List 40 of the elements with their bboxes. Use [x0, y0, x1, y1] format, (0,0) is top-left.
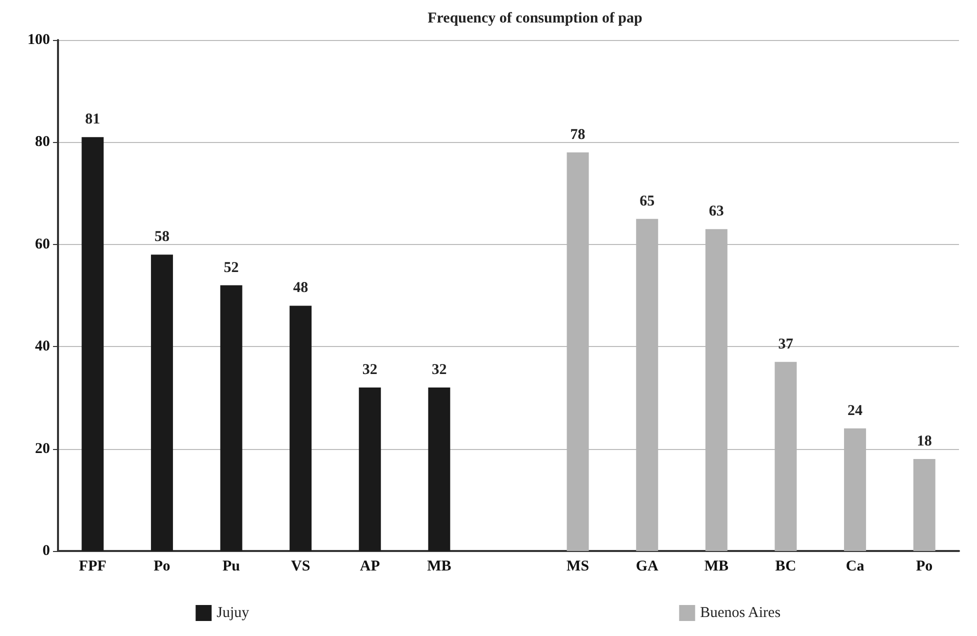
- data-label: 78: [570, 126, 586, 143]
- data-label: 52: [224, 260, 239, 276]
- legend-label: Buenos Aires: [700, 605, 781, 621]
- bar: [150, 254, 173, 551]
- data-label: 18: [916, 434, 932, 450]
- x-tick-label: MB: [704, 558, 729, 574]
- y-tick-label: 80: [35, 134, 50, 150]
- x-tick-label: Ca: [846, 558, 865, 574]
- data-label: 37: [778, 336, 794, 352]
- data-label: 48: [293, 280, 308, 296]
- y-tick-label: 40: [35, 338, 50, 355]
- x-tick-label: MB: [427, 558, 452, 574]
- data-label: 32: [432, 362, 447, 378]
- data-label: 81: [85, 112, 100, 128]
- x-tick-label: GA: [636, 558, 659, 574]
- data-label: 32: [362, 362, 378, 378]
- data-label: 24: [848, 402, 864, 419]
- x-tick-label: Pu: [222, 558, 240, 574]
- bar: [428, 387, 450, 551]
- data-label: 65: [640, 193, 655, 210]
- data-label: 63: [708, 204, 724, 220]
- y-tick-label: 0: [42, 543, 50, 559]
- chart-title: Frequency of consumption of pap: [428, 10, 642, 26]
- bar: [82, 137, 104, 551]
- bar: [913, 459, 936, 551]
- legend-label: Jujuy: [216, 605, 250, 621]
- x-tick-label: BC: [775, 558, 796, 574]
- data-label: 58: [154, 229, 170, 246]
- y-tick-label: 100: [28, 32, 50, 48]
- bar: [220, 285, 242, 551]
- y-tick-label: 20: [35, 440, 50, 457]
- x-tick-label: VS: [290, 558, 310, 574]
- x-tick-label: AP: [360, 558, 380, 574]
- x-tick-label: MS: [566, 558, 590, 574]
- x-tick-label: Po: [154, 558, 170, 574]
- y-tick-label: 60: [35, 236, 50, 252]
- x-tick-label: FPF: [78, 558, 106, 574]
- x-tick-label: Po: [916, 558, 933, 574]
- bar: [290, 306, 312, 551]
- bar: [358, 387, 381, 551]
